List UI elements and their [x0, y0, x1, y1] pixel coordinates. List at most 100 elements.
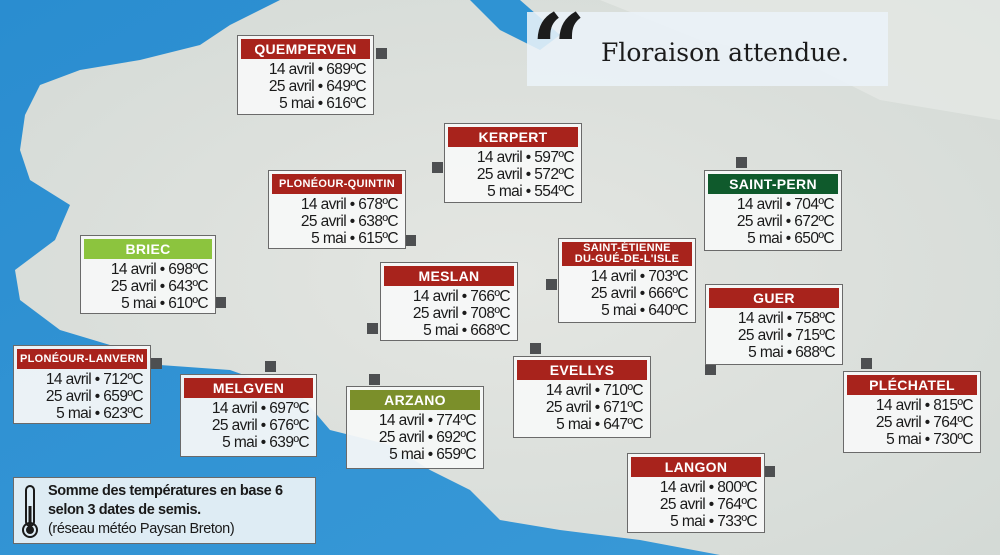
station-value-row: 25 avril • 708ºC — [412, 305, 511, 322]
station-values: 14 avril • 704ºC 25 avril • 672ºC 5 mai • … — [708, 196, 838, 247]
station-value-row: 25 avril • 659ºC — [45, 388, 144, 405]
station-value-row: 25 avril • 572ºC — [476, 166, 575, 183]
station-card: SAINT-ÉTIENNE DU-GUÉ-DE-L'ISLE 14 avril • … — [558, 238, 696, 323]
station-card: PLONÉOUR-LANVERN 14 avril • 712ºC 25 avril… — [13, 345, 151, 424]
station-value-row: 5 mai • 640ºC — [601, 302, 688, 319]
station-value-row: 25 avril • 676ºC — [211, 417, 310, 434]
station-card: KERPERT 14 avril • 597ºC 25 avril • 572ºC 5… — [444, 123, 582, 203]
station-name: PLONÉOUR-LANVERN — [17, 349, 147, 369]
station-values: 14 avril • 697ºC 25 avril • 676ºC 5 mai • … — [184, 400, 313, 451]
station-values: 14 avril • 703ºC 25 avril • 666ºC 5 mai • … — [562, 268, 692, 319]
station-value-row: 14 avril • 800ºC — [659, 479, 758, 496]
station-card: MELGVEN 14 avril • 697ºC 25 avril • 676ºC 5… — [180, 374, 317, 457]
station-value-row: 25 avril • 764ºC — [875, 414, 974, 431]
station-card: BRIEC 14 avril • 698ºC 25 avril • 643ºC 5 m… — [80, 235, 216, 314]
station-value-row: 5 mai • 730ºC — [886, 431, 973, 448]
station-card: MESLAN 14 avril • 766ºC 25 avril • 708ºC 5 … — [380, 262, 518, 341]
station-marker — [705, 364, 716, 375]
station-value-row: 25 avril • 649ºC — [268, 78, 367, 95]
station-name: PLONÉOUR-QUINTIN — [272, 174, 402, 194]
station-value-row: 25 avril • 672ºC — [736, 213, 835, 230]
station-marker — [736, 157, 747, 168]
station-marker — [530, 343, 541, 354]
station-card: PLONÉOUR-QUINTIN 14 avril • 678ºC 25 avril… — [268, 170, 406, 249]
station-name: SAINT-PERN — [708, 174, 838, 194]
station-value-row: 14 avril • 815ºC — [875, 397, 974, 414]
station-value-row: 5 mai • 650ºC — [747, 230, 834, 247]
station-value-row: 5 mai • 623ºC — [56, 405, 143, 422]
station-value-row: 5 mai • 554ºC — [487, 183, 574, 200]
station-value-row: 14 avril • 710ºC — [545, 382, 644, 399]
station-card: QUEMPERVEN 14 avril • 689ºC 25 avril • 649… — [237, 35, 374, 115]
station-name: QUEMPERVEN — [241, 39, 370, 59]
station-values: 14 avril • 712ºC 25 avril • 659ºC 5 mai • … — [17, 371, 147, 422]
station-value-row: 5 mai • 688ºC — [748, 344, 835, 361]
station-card: ARZANO 14 avril • 774ºC 25 avril • 692ºC 5 … — [346, 386, 484, 469]
station-value-row: 14 avril • 704ºC — [736, 196, 835, 213]
station-name: ARZANO — [350, 390, 480, 410]
quote-text: Floraison attendue. — [601, 38, 849, 67]
station-name: MESLAN — [384, 266, 514, 286]
station-name: PLÉCHATEL — [847, 375, 977, 395]
station-value-row: 5 mai • 639ºC — [222, 434, 309, 451]
station-values: 14 avril • 597ºC 25 avril • 572ºC 5 mai • … — [448, 149, 578, 200]
station-value-row: 14 avril • 698ºC — [110, 261, 209, 278]
station-values: 14 avril • 758ºC 25 avril • 715ºC 5 mai • … — [709, 310, 839, 361]
station-value-row: 5 mai • 615ºC — [311, 230, 398, 247]
station-value-row: 5 mai • 659ºC — [389, 446, 476, 463]
station-values: 14 avril • 678ºC 25 avril • 638ºC 5 mai • … — [272, 196, 402, 247]
station-name: MELGVEN — [184, 378, 313, 398]
quotation-marks-icon: “ — [531, 0, 586, 106]
station-marker — [369, 374, 380, 385]
station-values: 14 avril • 698ºC 25 avril • 643ºC 5 mai • … — [84, 261, 212, 312]
station-value-row: 25 avril • 643ºC — [110, 278, 209, 295]
station-marker — [861, 358, 872, 369]
station-name: SAINT-ÉTIENNE DU-GUÉ-DE-L'ISLE — [562, 242, 692, 266]
legend-line-2: selon 3 dates de semis. — [48, 502, 201, 518]
station-value-row: 25 avril • 692ºC — [378, 429, 477, 446]
station-name: EVELLYS — [517, 360, 647, 380]
station-values: 14 avril • 766ºC 25 avril • 708ºC 5 mai • … — [384, 288, 514, 339]
station-card: SAINT-PERN 14 avril • 704ºC 25 avril • 672… — [704, 170, 842, 251]
station-name: GUER — [709, 288, 839, 308]
station-card: GUER 14 avril • 758ºC 25 avril • 715ºC 5 ma… — [705, 284, 843, 365]
station-value-row: 14 avril • 703ºC — [590, 268, 689, 285]
station-value-row: 14 avril • 712ºC — [45, 371, 144, 388]
station-value-row: 25 avril • 666ºC — [590, 285, 689, 302]
station-value-row: 5 mai • 668ºC — [423, 322, 510, 339]
station-marker — [764, 466, 775, 477]
station-values: 14 avril • 815ºC 25 avril • 764ºC 5 mai • … — [847, 397, 977, 448]
station-value-row: 5 mai • 733ºC — [670, 513, 757, 530]
station-value-row: 14 avril • 597ºC — [476, 149, 575, 166]
station-value-row: 25 avril • 638ºC — [300, 213, 399, 230]
quote-banner: “ Floraison attendue. — [527, 0, 888, 106]
station-value-row: 14 avril • 774ºC — [378, 412, 477, 429]
station-value-row: 25 avril • 671ºC — [545, 399, 644, 416]
station-name: LANGON — [631, 457, 761, 477]
station-marker — [405, 235, 416, 246]
station-value-row: 25 avril • 715ºC — [737, 327, 836, 344]
station-values: 14 avril • 689ºC 25 avril • 649ºC 5 mai • … — [241, 61, 370, 112]
station-marker — [215, 297, 226, 308]
station-card: EVELLYS 14 avril • 710ºC 25 avril • 671ºC 5… — [513, 356, 651, 438]
station-values: 14 avril • 774ºC 25 avril • 692ºC 5 mai • … — [350, 412, 480, 463]
station-marker — [546, 279, 557, 290]
station-name: KERPERT — [448, 127, 578, 147]
station-value-row: 14 avril • 689ºC — [268, 61, 367, 78]
station-value-row: 14 avril • 766ºC — [412, 288, 511, 305]
station-name: BRIEC — [84, 239, 212, 259]
station-values: 14 avril • 800ºC 25 avril • 764ºC 5 mai • … — [631, 479, 761, 530]
legend: Somme des températures en base 6 selon 3… — [13, 477, 316, 544]
station-value-row: 5 mai • 647ºC — [556, 416, 643, 433]
station-card: PLÉCHATEL 14 avril • 815ºC 25 avril • 764º… — [843, 371, 981, 453]
station-value-row: 25 avril • 764ºC — [659, 496, 758, 513]
thermometer-icon — [22, 485, 38, 538]
station-values: 14 avril • 710ºC 25 avril • 671ºC 5 mai • … — [517, 382, 647, 433]
station-card: LANGON 14 avril • 800ºC 25 avril • 764ºC 5 … — [627, 453, 765, 533]
station-value-row: 5 mai • 616ºC — [279, 95, 366, 112]
station-marker — [376, 48, 387, 59]
station-marker — [265, 361, 276, 372]
station-value-row: 14 avril • 678ºC — [300, 196, 399, 213]
station-marker — [367, 323, 378, 334]
legend-line-1: Somme des températures en base 6 — [48, 483, 283, 499]
